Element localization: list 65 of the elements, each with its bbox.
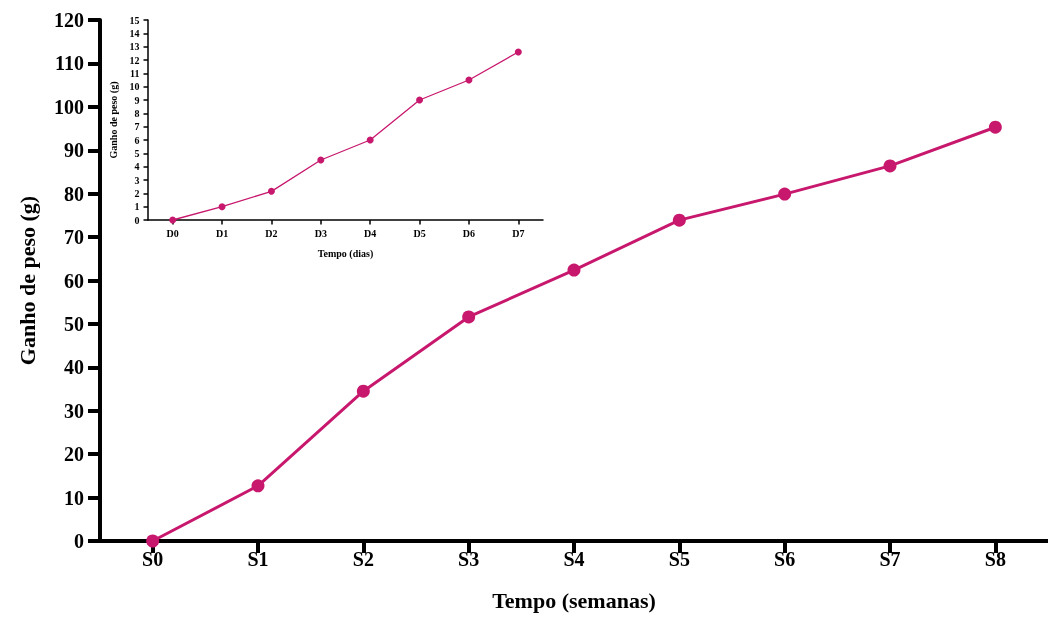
y-tick-label: 11 (130, 67, 140, 79)
y-tick-label: 10 (64, 486, 84, 509)
y-tick-label: 120 (54, 9, 84, 31)
y-tick-label: 15 (129, 14, 140, 26)
x-tick-label: S5 (668, 548, 690, 570)
y-tick-label: 14 (129, 27, 140, 39)
x-tick-label: S8 (984, 548, 1006, 570)
x-tick-label: S1 (247, 548, 269, 570)
point (218, 203, 226, 211)
y-tick-label: 5 (134, 147, 140, 159)
x-tick-label: D5 (413, 227, 426, 239)
point (366, 136, 374, 144)
point (146, 534, 160, 548)
y-tick-label: 20 (64, 443, 84, 466)
y-axis-title: Ganho de peso (g) (108, 81, 121, 159)
y-tick-label: 3 (134, 174, 140, 186)
x-tick-label: D2 (265, 227, 278, 239)
y-tick-label: 90 (64, 139, 84, 162)
y-tick-label: 30 (64, 399, 84, 422)
point (267, 187, 275, 195)
x-tick-label: S6 (774, 548, 796, 570)
x-tick-label: D6 (462, 227, 476, 239)
x-tick-label: S3 (458, 548, 480, 570)
x-tick-label: D3 (314, 227, 327, 239)
x-tick-label: S0 (142, 548, 164, 570)
x-tick-label: D7 (512, 227, 525, 239)
y-tick-label: 8 (134, 107, 140, 119)
point (988, 120, 1002, 134)
x-axis-title: Tempo (dias) (317, 247, 374, 260)
point (778, 187, 792, 201)
y-tick-label: 1 (134, 201, 140, 213)
y-tick-label: 60 (64, 269, 84, 292)
y-tick-label: 2 (134, 187, 140, 199)
y-tick-label: 100 (54, 95, 84, 118)
x-tick-label: S2 (352, 548, 374, 570)
x-tick-label: D4 (364, 227, 377, 239)
y-tick-label: 7 (134, 121, 140, 133)
point (672, 213, 686, 227)
point (514, 48, 522, 56)
x-tick-label: S7 (879, 548, 901, 570)
x-tick-label: D1 (215, 227, 229, 239)
x-axis-title: Tempo (semanas) (492, 587, 656, 613)
x-tick-label: D0 (166, 227, 179, 239)
y-tick-label: 6 (134, 134, 140, 146)
y-tick-label: 110 (55, 52, 84, 75)
point (416, 96, 424, 104)
point (317, 156, 325, 164)
point (251, 479, 265, 493)
point (356, 384, 370, 398)
y-tick-label: 10 (129, 81, 140, 93)
y-tick-label: 12 (129, 54, 140, 66)
y-tick-label: 70 (64, 226, 84, 249)
y-tick-label: 50 (64, 312, 84, 335)
y-tick-label: 0 (134, 214, 140, 226)
point (567, 263, 581, 277)
point (883, 159, 897, 173)
point (462, 310, 476, 324)
y-tick-label: 80 (64, 182, 84, 205)
y-tick-label: 0 (74, 530, 84, 552)
x-tick-label: S4 (563, 548, 585, 570)
y-tick-label: 4 (134, 161, 140, 173)
y-axis-title: Ganho de peso (g) (14, 195, 40, 366)
y-tick-label: 9 (134, 94, 140, 106)
y-tick-label: 40 (64, 356, 84, 379)
y-tick-label: 13 (129, 41, 140, 53)
